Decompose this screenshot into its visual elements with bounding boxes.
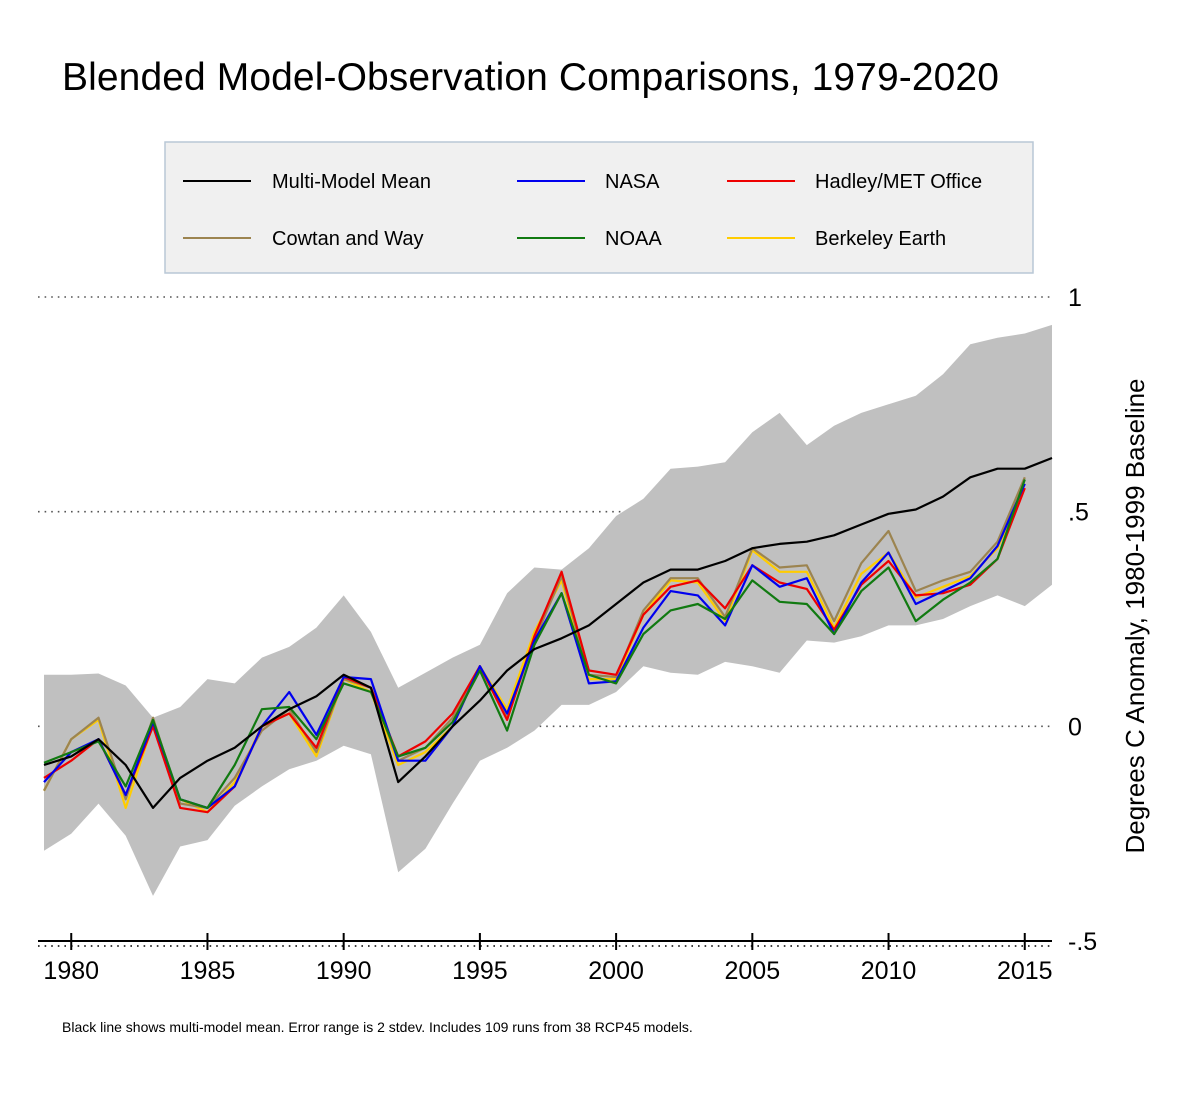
x-tick-label: 2005: [725, 957, 781, 985]
chart-title: Blended Model-Observation Comparisons, 1…: [62, 56, 1000, 99]
x-tick-label: 2015: [997, 957, 1053, 985]
legend-label-berkeley-earth: Berkeley Earth: [815, 228, 946, 250]
x-tick-label: 1995: [452, 957, 508, 985]
x-axis: 1980 1985 1990 1995 2000 2005 2010 2015: [38, 933, 1053, 985]
y-axis-title: Degrees C Anomaly, 1980-1999 Baseline: [1120, 378, 1150, 853]
y-tick-label: 1: [1068, 284, 1082, 312]
series-line-noaa: [43, 479, 1026, 809]
x-tick-label: 1980: [43, 957, 99, 985]
footnote: Black line shows multi-model mean. Error…: [62, 1019, 693, 1035]
x-tick-label: 1985: [180, 957, 236, 985]
y-tick-label: .5: [1068, 499, 1089, 527]
legend-label-hadley-met-office: Hadley/MET Office: [815, 171, 982, 193]
legend-label-cowtan-and-way: Cowtan and Way: [272, 228, 424, 250]
series-layer: [43, 456, 1053, 814]
x-tick-label: 2010: [861, 957, 917, 985]
legend-box: [164, 141, 1034, 274]
legend-label-multi-model-mean: Multi-Model Mean: [272, 171, 431, 193]
legend: Multi-Model Mean NASA Hadley/MET Office Cow…: [164, 141, 1034, 274]
y-tick-label: -.5: [1068, 928, 1097, 956]
x-tick-label: 1990: [316, 957, 372, 985]
x-tick-label: 2000: [588, 957, 644, 985]
legend-label-nasa: NASA: [605, 171, 660, 193]
legend-label-noaa: NOAA: [605, 228, 662, 250]
y-axis-labels: 1 .5 0 -.5: [1068, 284, 1097, 956]
series-line-multi-model-mean: [43, 456, 1053, 809]
y-tick-label: 0: [1068, 713, 1082, 741]
